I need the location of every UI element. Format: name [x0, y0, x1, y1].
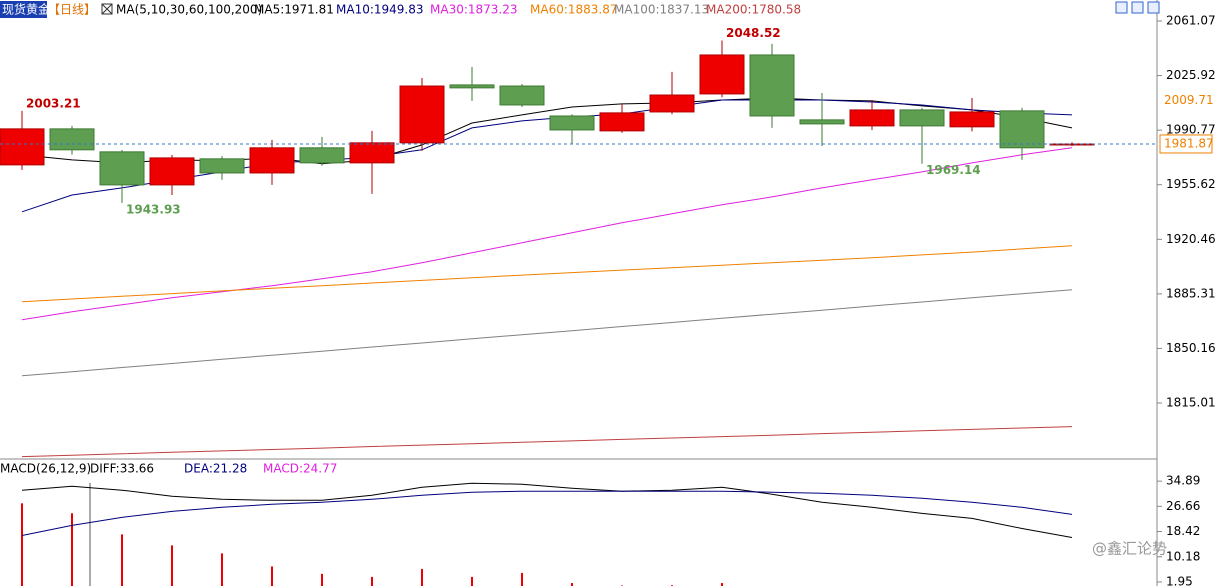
- ma-line: [21, 289, 1073, 377]
- close-button[interactable]: [1147, 1, 1160, 14]
- macd-title: MACD(26,12,9): [0, 462, 91, 476]
- macd-bar: [221, 553, 223, 586]
- y-tick-label: 1990.77: [1166, 123, 1216, 137]
- macd-line: [21, 482, 1073, 538]
- candle-body: [449, 84, 495, 89]
- y-tick-label: 10.18: [1166, 549, 1200, 563]
- macd-bar: [271, 566, 273, 586]
- macd-bar: [471, 576, 473, 586]
- price-pane: [0, 40, 1095, 458]
- candle-body: [0, 128, 45, 166]
- zoom-button[interactable]: [1115, 1, 1128, 14]
- ma-line: [21, 245, 1073, 303]
- candle-body: [249, 147, 295, 174]
- macd-bar: [21, 503, 23, 586]
- high-label: 2048.52: [726, 26, 781, 40]
- candle-body: [149, 157, 195, 186]
- ma-line: [21, 99, 1073, 213]
- legend-entry: MA5:1971.81: [254, 3, 334, 17]
- legend-entry: DEA:21.28: [184, 462, 247, 476]
- y-tick-label: 1815.01: [1166, 396, 1216, 410]
- macd-bar: [371, 576, 373, 586]
- alert-price-label: 2009.71: [1164, 93, 1214, 107]
- candle-body: [999, 110, 1045, 149]
- macd-bar: [171, 545, 173, 586]
- instrument-title: 现货黄金: [2, 2, 50, 17]
- legend-entry: MA10:1949.83: [336, 3, 424, 17]
- candle-body: [599, 112, 645, 132]
- y-tick-label: 1955.62: [1166, 177, 1216, 191]
- layout-button[interactable]: [1131, 1, 1144, 14]
- title-highlight: [0, 1, 47, 18]
- watermark: @鑫汇论势: [1092, 540, 1167, 558]
- candle-body: [649, 94, 695, 113]
- candle-body: [949, 111, 995, 128]
- candle-body: [199, 158, 245, 174]
- macd-bar: [521, 572, 523, 586]
- candle-body: [49, 128, 95, 151]
- y-tick-label: 1920.46: [1166, 232, 1216, 246]
- y-tick-label: 18.42: [1166, 524, 1200, 538]
- ma-line: [21, 426, 1073, 458]
- last-price-label: 1981.87: [1164, 136, 1214, 150]
- legend-entry: MACD:24.77: [263, 462, 337, 476]
- macd-pane: [21, 482, 1073, 586]
- macd-bar: [321, 573, 323, 586]
- candle-body: [299, 147, 345, 164]
- legend-entry: MA200:1780.58: [706, 3, 801, 17]
- macd-bar: [71, 513, 73, 586]
- candle-body: [499, 85, 545, 106]
- ma-line: [21, 147, 1073, 321]
- candle-body: [699, 54, 745, 95]
- candle-body: [99, 151, 145, 186]
- y-tick-label: 1.95: [1166, 574, 1193, 586]
- last-price-box: [1159, 134, 1213, 154]
- candle-body: [899, 109, 945, 127]
- high-label: 2003.21: [26, 96, 81, 110]
- macd-line: [21, 490, 1073, 536]
- settings-icon[interactable]: [101, 3, 113, 15]
- candle-body: [399, 85, 445, 144]
- y-tick-label: 2025.92: [1166, 68, 1216, 82]
- candle-body: [799, 119, 845, 125]
- settings-icon-cross: [101, 3, 113, 15]
- y-tick-label: 34.89: [1166, 474, 1200, 488]
- macd-bar: [121, 534, 123, 586]
- indicator: MA(5,10,30,60,100,200): [116, 3, 262, 17]
- y-tick-label: 1885.31: [1166, 286, 1216, 300]
- y-tick-label: 26.66: [1166, 499, 1200, 513]
- period: 【日线】: [48, 3, 96, 17]
- macd-bar: [571, 583, 573, 586]
- low-label: 1969.14: [926, 163, 981, 177]
- legend-entry: MA100:1837.13: [614, 3, 709, 17]
- macd-bar: [721, 583, 723, 586]
- candle-body: [349, 142, 395, 164]
- low-label: 1943.93: [126, 202, 181, 216]
- candle-body: [849, 109, 895, 127]
- legend-entry: MA30:1873.23: [430, 3, 518, 17]
- y-tick-label: 2061.07: [1166, 14, 1216, 28]
- candle-body: [549, 115, 595, 131]
- legend-entry: MA60:1883.87: [530, 3, 618, 17]
- candle-body: [749, 54, 795, 117]
- y-tick-label: 1850.16: [1166, 341, 1216, 355]
- macd-bar: [421, 568, 423, 586]
- legend-entry: DIFF:33.66: [90, 462, 154, 476]
